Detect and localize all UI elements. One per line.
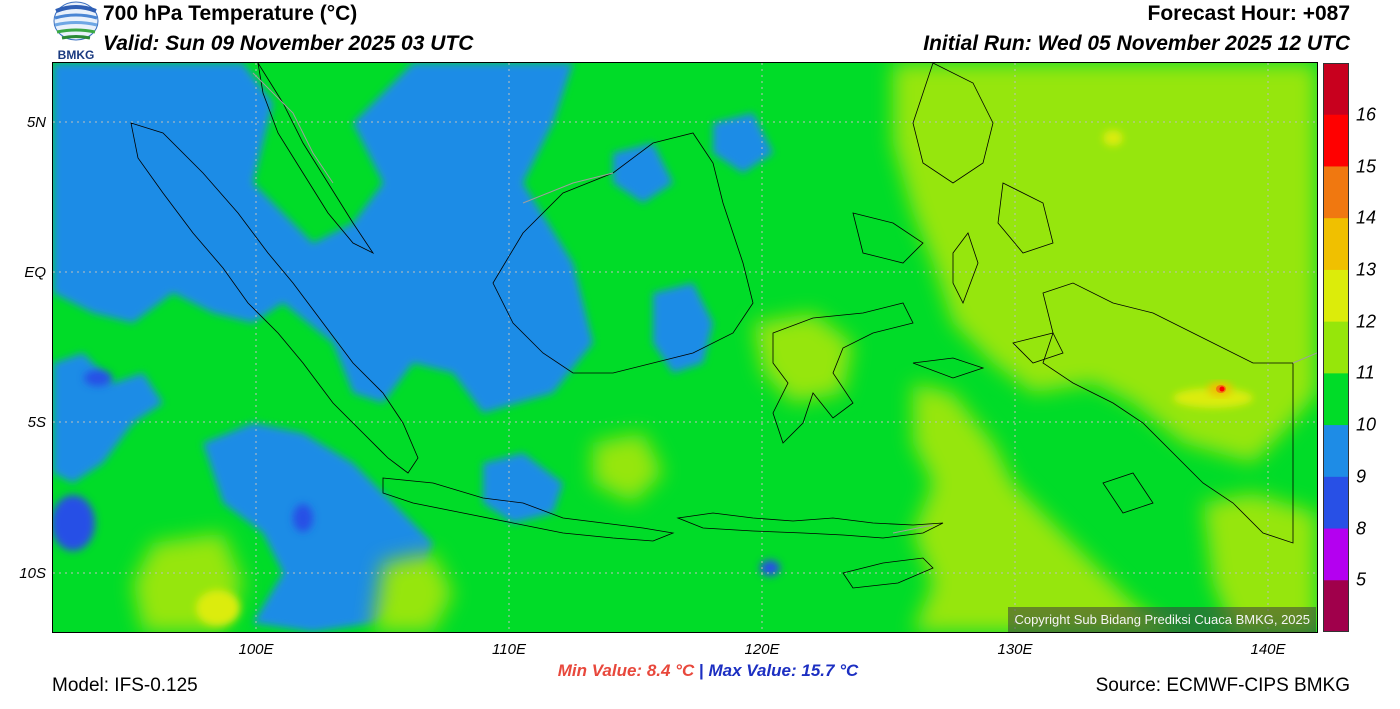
colorbar-swatches <box>1323 63 1349 633</box>
map-title: 700 hPa Temperature (°C) <box>103 2 358 25</box>
colorbar-swatch <box>1323 63 1349 116</box>
model-label: Model: IFS-0.125 <box>52 675 198 696</box>
field-max-spot <box>1208 382 1232 396</box>
colorbar-swatch <box>1323 269 1349 323</box>
colorbar-swatch <box>1323 425 1349 478</box>
min-value: Min Value: 8.4 °C <box>557 661 695 680</box>
initial-run: Initial Run: Wed 05 November 2025 12 UTC <box>923 32 1350 55</box>
lon-label-120e: 120E <box>744 641 780 658</box>
lon-label-100e: 100E <box>238 641 274 658</box>
colorbar-tick-label: 5 <box>1356 569 1367 590</box>
lon-label-110e: 110E <box>492 641 526 658</box>
lon-label-140e: 140E <box>1250 641 1286 658</box>
coastlines <box>130 62 1294 589</box>
colorbar-tick-label: 12 <box>1356 311 1377 332</box>
bmkg-logo-icon: BMKG <box>53 1 99 62</box>
lat-label-eq: EQ <box>24 264 46 281</box>
bmkg-logo: BMKG <box>52 1 100 62</box>
max-value: Max Value: 15.7 °C <box>708 661 859 680</box>
colorbar-tick-label: 11 <box>1356 362 1375 383</box>
colorbar-swatch <box>1323 321 1349 374</box>
colorbar-tick-label: 15 <box>1356 156 1377 176</box>
valid-time: Valid: Sun 09 November 2025 03 UTC <box>103 32 474 55</box>
map-canvas <box>51 62 1318 632</box>
colorbar-tick-label: 8 <box>1356 518 1367 538</box>
colorbar-swatch <box>1323 528 1349 581</box>
field-lightgreen-regions <box>133 63 1317 632</box>
forecast-hour: Forecast Hour: +087 <box>1147 2 1351 25</box>
logo-text: BMKG <box>58 48 95 61</box>
field-yellow-patches <box>196 130 1253 626</box>
temperature-map <box>51 62 1318 632</box>
graticule <box>53 63 1317 632</box>
colorbar-swatch <box>1323 373 1349 426</box>
min-max-values: Min Value: 8.4 °C | Max Value: 15.7 °C <box>0 661 1400 681</box>
copyright-notice: Copyright Sub Bidang Prediksi Cuaca BMKG… <box>1008 607 1316 632</box>
colorbar-tick-label: 9 <box>1356 466 1367 487</box>
colorbar-tick-label: 10 <box>1356 414 1377 435</box>
lat-label-5n: 5N <box>26 114 46 131</box>
lat-label-5s: 5S <box>27 414 46 431</box>
lat-label-10s: 10S <box>19 565 46 582</box>
colorbar-swatch <box>1323 476 1349 530</box>
colorbar-tick-label: 16 <box>1356 104 1377 125</box>
min-max-separator: | <box>698 661 704 680</box>
lon-label-130e: 130E <box>997 641 1033 658</box>
colorbar-swatch <box>1323 114 1349 167</box>
colorbar-tick-label: 13 <box>1356 259 1377 280</box>
field-blue-regions <box>53 63 773 632</box>
colorbar-swatch <box>1323 166 1349 219</box>
colorbar <box>1323 63 1349 633</box>
colorbar-swatch <box>1323 218 1349 271</box>
boundaries <box>252 72 1318 534</box>
colorbar-swatch <box>1323 580 1349 633</box>
source-label: Source: ECMWF-CIPS BMKG <box>1095 675 1350 696</box>
colorbar-border <box>1323 63 1349 632</box>
colorbar-tick-label: 14 <box>1356 207 1377 228</box>
